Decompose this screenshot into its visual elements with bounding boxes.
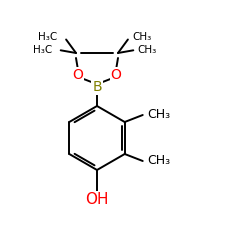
Text: H₃C: H₃C [34,45,53,55]
Text: O: O [110,68,122,82]
Text: CH₃: CH₃ [148,154,171,168]
Text: O: O [72,68,84,82]
Text: CH₃: CH₃ [148,108,171,122]
Text: H₃C: H₃C [38,32,57,42]
Text: CH₃: CH₃ [132,32,151,42]
Text: OH: OH [85,192,109,206]
Text: CH₃: CH₃ [137,45,156,55]
Text: B: B [92,80,102,94]
